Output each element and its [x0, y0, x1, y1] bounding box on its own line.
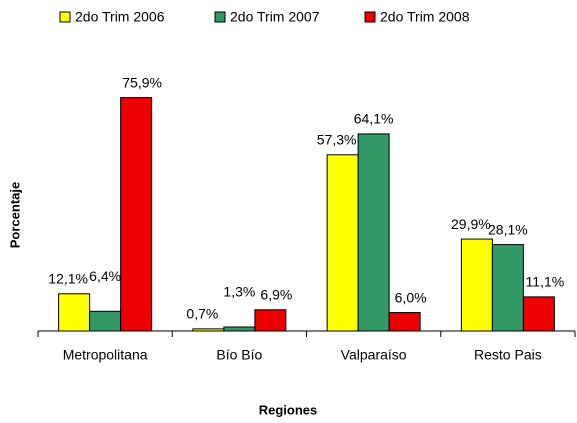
bar [522, 296, 555, 332]
legend-swatch [59, 11, 71, 23]
value-label: 6,0% [395, 289, 427, 305]
x-tick-label: Valparaíso [341, 347, 407, 363]
bar [223, 326, 256, 332]
bar [89, 310, 122, 332]
value-label: 28,1% [488, 221, 528, 237]
x-axis-label: Regiones [259, 402, 318, 417]
value-label: 12,1% [48, 270, 88, 286]
bar [58, 293, 91, 332]
legend-label: 2do Trim 2008 [380, 9, 470, 25]
bar [357, 133, 390, 332]
value-label: 6,4% [89, 268, 121, 284]
value-label: 29,9% [451, 216, 491, 232]
value-label: 64,1% [354, 111, 394, 127]
x-tick-label: Metropolitana [63, 347, 148, 363]
bar [491, 244, 524, 332]
legend-swatch [364, 11, 376, 23]
legend-label: 2do Trim 2007 [230, 9, 320, 25]
x-tick-label: Bío Bío [216, 347, 262, 363]
value-label: 0,7% [186, 306, 218, 322]
value-label: 6,9% [260, 286, 292, 302]
legend-label: 2do Trim 2006 [75, 9, 165, 25]
value-label: 1,3% [223, 284, 255, 300]
bar [192, 328, 225, 332]
bar [388, 312, 421, 332]
bar [460, 238, 493, 332]
value-label: 57,3% [317, 132, 357, 148]
bar [326, 154, 359, 332]
legend-swatch [214, 11, 226, 23]
bar [120, 97, 153, 332]
value-label: 75,9% [122, 74, 162, 90]
value-label: 11,1% [526, 274, 565, 290]
bar [254, 309, 287, 332]
x-tick-label: Resto Pais [474, 347, 542, 363]
y-axis-label: Porcentaje [7, 182, 22, 248]
